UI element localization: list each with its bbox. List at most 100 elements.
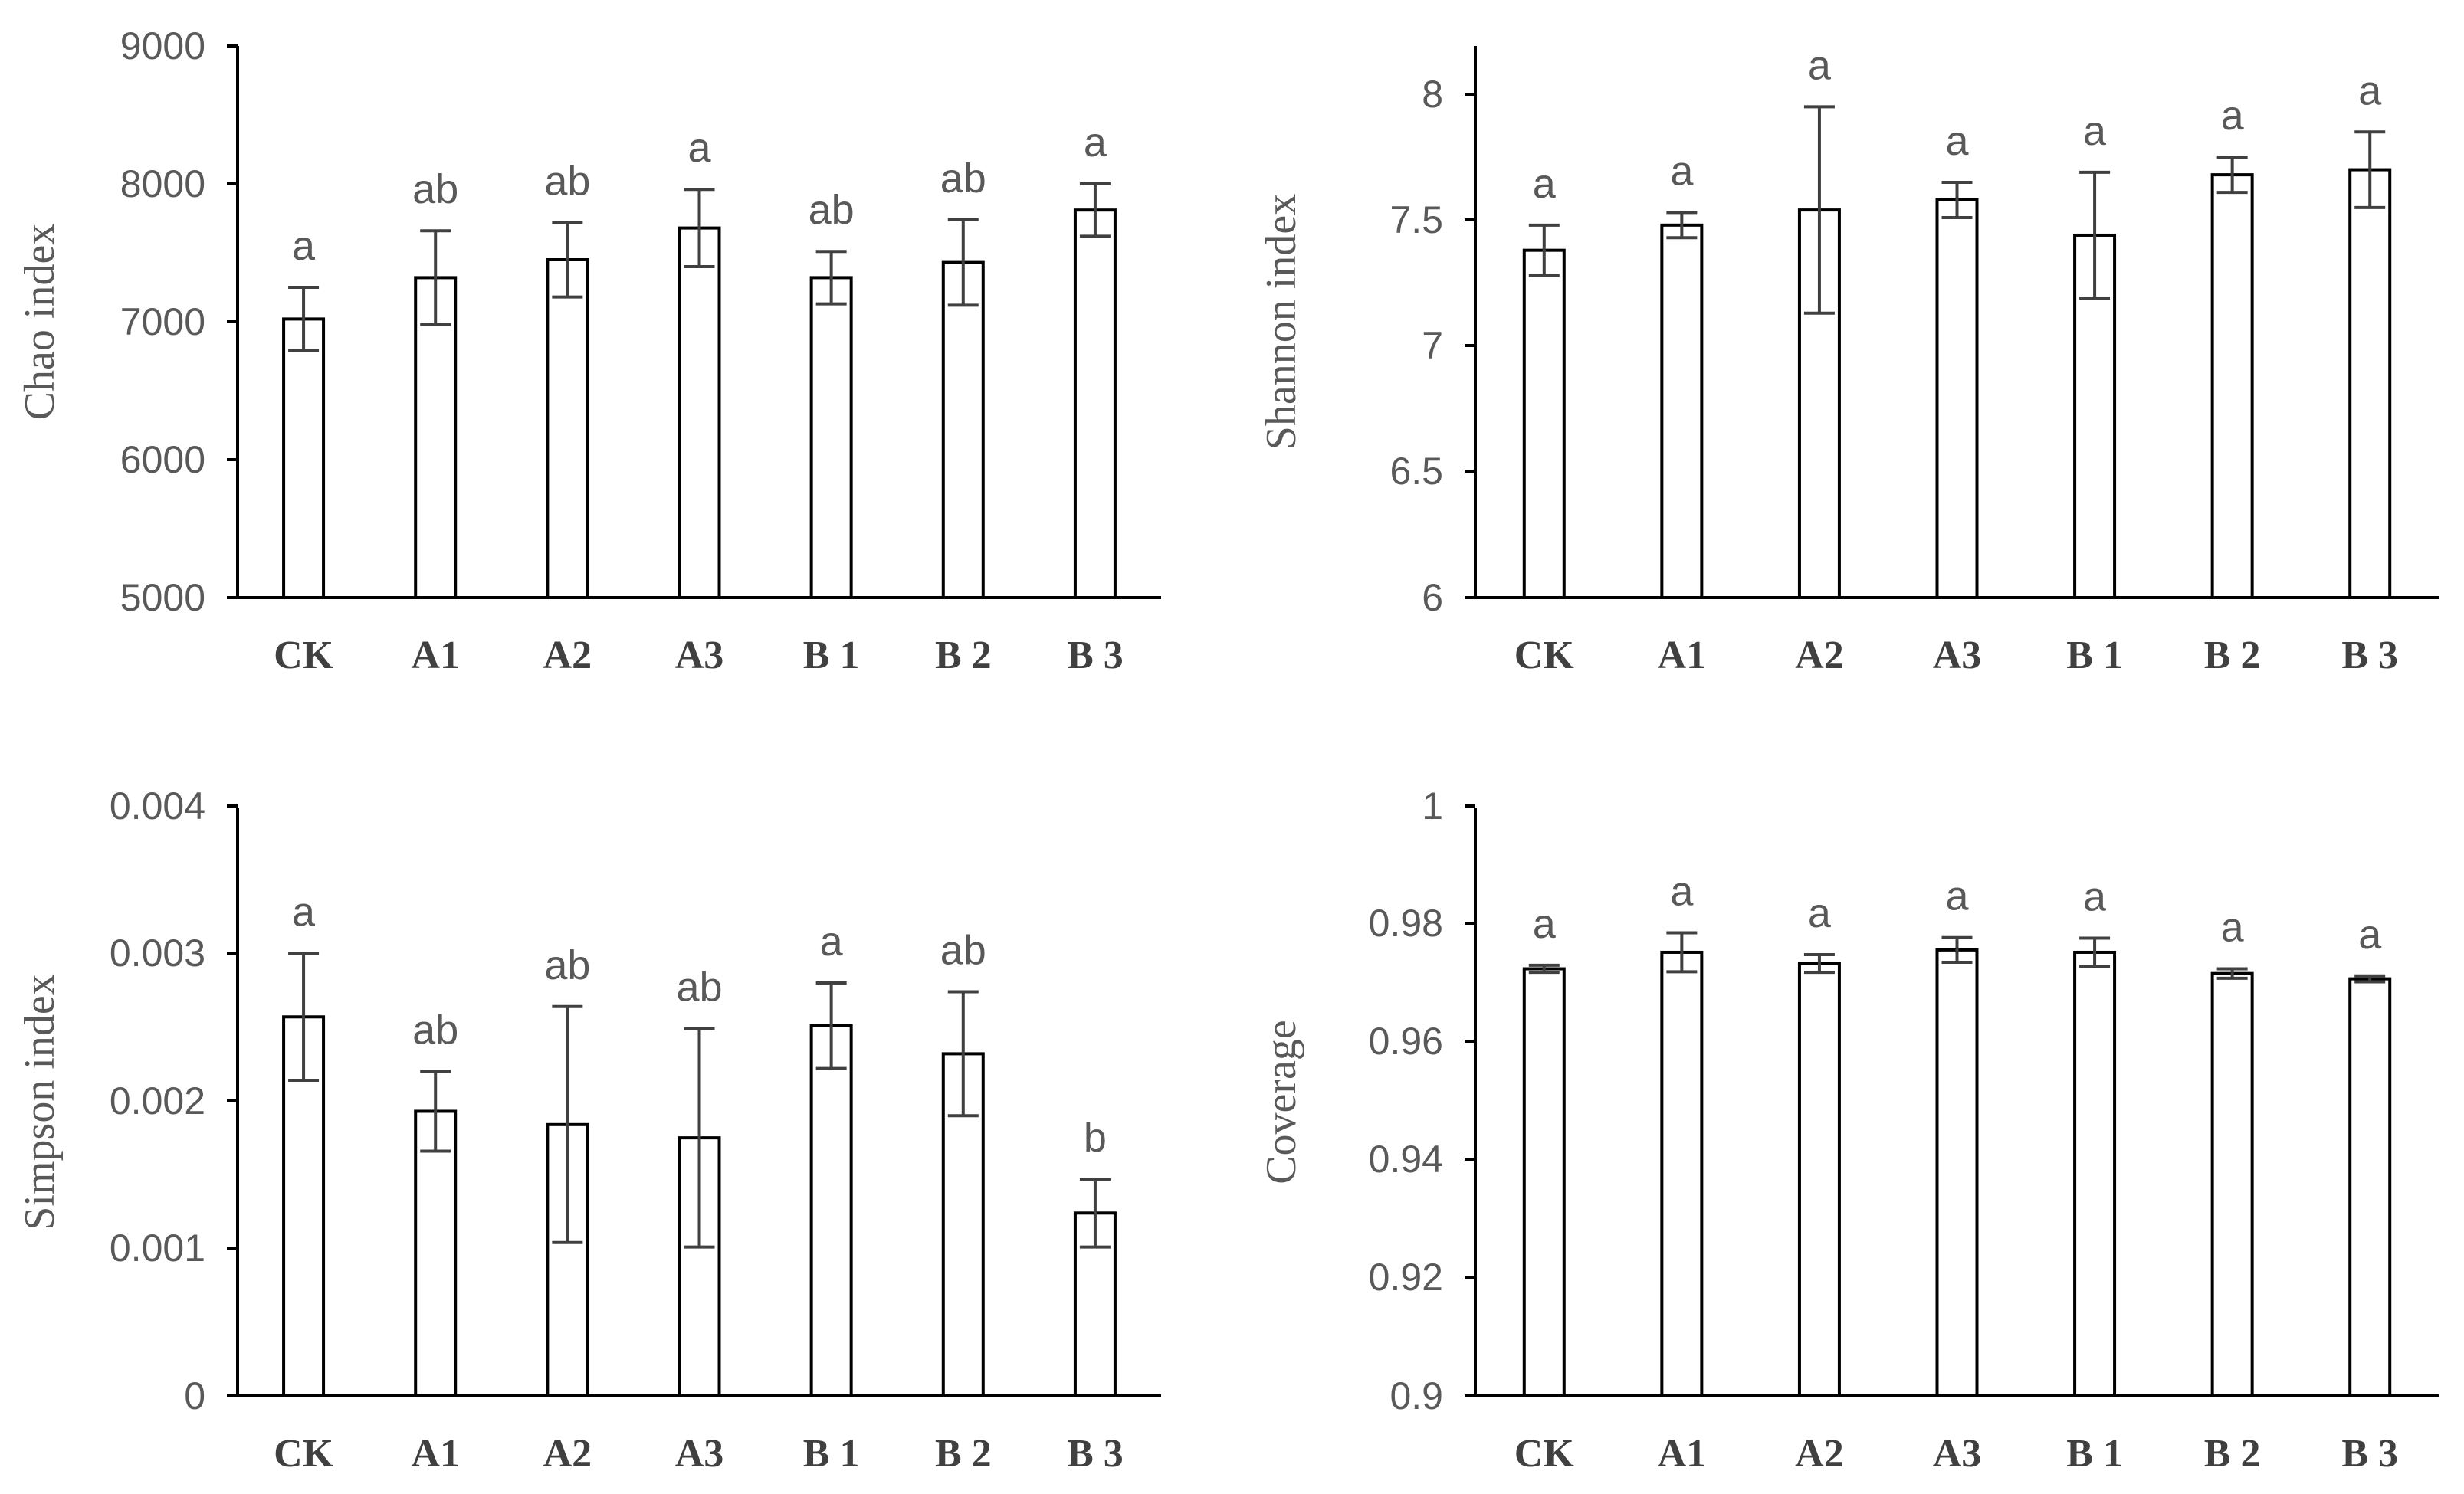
bar bbox=[1935, 948, 1979, 1397]
x-tick-label: B 1 bbox=[2066, 634, 2123, 677]
bar bbox=[2210, 971, 2254, 1398]
significance-letter: ab bbox=[544, 158, 590, 204]
x-tick-label: A1 bbox=[1658, 634, 1707, 677]
y-tick-label: 8000 bbox=[120, 162, 205, 205]
y-tick-label: 0.94 bbox=[1369, 1138, 1443, 1181]
x-tick-label: A3 bbox=[1933, 634, 1982, 677]
x-tick-label: CK bbox=[1514, 1432, 1575, 1476]
bar bbox=[2073, 950, 2117, 1397]
x-tick-label: A2 bbox=[1795, 1432, 1844, 1476]
y-axis-label: Coverage bbox=[1258, 1020, 1305, 1184]
y-tick-label: 6 bbox=[1422, 576, 1443, 619]
y-axis-label: Shannon index bbox=[1258, 194, 1305, 450]
significance-letter: a bbox=[1084, 120, 1107, 165]
y-tick-label: 9000 bbox=[120, 25, 205, 67]
significance-letter: a bbox=[1670, 869, 1694, 915]
y-axis-label: Simpson index bbox=[16, 974, 64, 1230]
y-tick-label: 0.002 bbox=[110, 1080, 205, 1122]
significance-letter: ab bbox=[676, 965, 722, 1011]
x-tick-label: B 2 bbox=[935, 634, 992, 677]
bar bbox=[1660, 950, 1704, 1397]
x-tick-label: CK bbox=[274, 634, 334, 677]
x-tick-label: B 2 bbox=[935, 1432, 992, 1476]
y-tick-label: 1 bbox=[1422, 785, 1443, 827]
bar bbox=[1073, 208, 1117, 599]
x-tick-label: B 3 bbox=[1067, 634, 1124, 677]
significance-letter: a bbox=[1533, 161, 1557, 207]
significance-letter: a bbox=[292, 890, 316, 935]
significance-letter: a bbox=[2358, 67, 2382, 113]
x-tick-label: A3 bbox=[1933, 1432, 1982, 1476]
x-tick-label: A2 bbox=[543, 1432, 592, 1476]
bar bbox=[2348, 977, 2392, 1397]
bar bbox=[941, 260, 985, 599]
y-tick-label: 0.003 bbox=[110, 932, 205, 975]
bar bbox=[809, 276, 853, 599]
y-axis-label: Chao index bbox=[16, 224, 64, 421]
significance-letter: a bbox=[687, 125, 711, 171]
significance-letter: a bbox=[1670, 148, 1694, 194]
bar bbox=[414, 1109, 458, 1397]
y-tick-label: 7 bbox=[1422, 324, 1443, 367]
x-tick-label: B 3 bbox=[2341, 1432, 2398, 1476]
significance-letter: ab bbox=[412, 1007, 458, 1053]
significance-letter: a bbox=[1808, 890, 1832, 936]
y-tick-label: 7000 bbox=[120, 300, 205, 343]
x-tick-label: B 3 bbox=[2341, 634, 2398, 677]
significance-letter: ab bbox=[940, 156, 986, 201]
y-tick-label: 0.98 bbox=[1369, 902, 1443, 945]
bar bbox=[546, 258, 589, 599]
x-tick-label: A1 bbox=[1658, 1432, 1707, 1476]
significance-letter: a bbox=[2083, 108, 2107, 154]
bar bbox=[678, 226, 721, 599]
significance-letter: a bbox=[1945, 873, 1969, 919]
x-tick-label: A3 bbox=[675, 634, 724, 677]
significance-letter: ab bbox=[940, 928, 986, 974]
chart-1: 5000 6000 7000 8000 9000 Chao index a CK ab A1 ab A… bbox=[16, 25, 1161, 677]
significance-letter: a bbox=[1945, 118, 1969, 164]
y-tick-label: 8 bbox=[1422, 73, 1443, 116]
x-tick-label: A3 bbox=[675, 1432, 724, 1476]
y-tick-label: 0.004 bbox=[110, 785, 205, 827]
y-tick-label: 0.9 bbox=[1389, 1374, 1443, 1417]
x-tick-label: A1 bbox=[411, 1432, 460, 1476]
bar bbox=[809, 1024, 853, 1397]
x-tick-label: A2 bbox=[543, 634, 592, 677]
x-tick-label: B 1 bbox=[803, 634, 860, 677]
significance-letter: ab bbox=[412, 166, 458, 212]
significance-letter: a bbox=[1533, 901, 1557, 947]
significance-letter: a bbox=[2358, 912, 2382, 958]
y-tick-label: 5000 bbox=[120, 576, 205, 619]
chart-2: 6 6.5 7 7.5 8 Shannon index a CK a A1 a A2 a A3 a B 1 a B… bbox=[1258, 42, 2439, 677]
x-tick-label: B 3 bbox=[1067, 1432, 1124, 1476]
significance-letter: a bbox=[1808, 42, 1832, 88]
x-tick-label: CK bbox=[274, 1432, 334, 1476]
significance-letter: a bbox=[2221, 905, 2245, 951]
y-tick-label: 0.96 bbox=[1369, 1020, 1443, 1063]
significance-letter: b bbox=[1084, 1115, 1107, 1161]
bar bbox=[1522, 248, 1566, 599]
bar bbox=[282, 317, 326, 599]
y-tick-label: 6.5 bbox=[1389, 450, 1443, 493]
x-tick-label: B 1 bbox=[2066, 1432, 2123, 1476]
y-tick-label: 0.92 bbox=[1369, 1256, 1443, 1299]
chart-4: 0.9 0.92 0.94 0.96 0.98 1 Coverage a CK a A1 a A2 a A3… bbox=[1258, 785, 2439, 1476]
significance-letter: a bbox=[2221, 93, 2245, 139]
x-tick-label: B 2 bbox=[2204, 634, 2261, 677]
significance-letter: ab bbox=[544, 942, 590, 988]
significance-letter: a bbox=[820, 919, 844, 965]
x-tick-label: CK bbox=[1514, 634, 1575, 677]
y-tick-label: 0.001 bbox=[110, 1227, 205, 1270]
bar bbox=[1522, 967, 1566, 1397]
x-tick-label: A2 bbox=[1795, 634, 1844, 677]
y-tick-label: 0 bbox=[184, 1374, 205, 1417]
y-tick-label: 7.5 bbox=[1389, 198, 1443, 241]
bar bbox=[2348, 168, 2392, 600]
significance-letter: a bbox=[2083, 873, 2107, 919]
bar bbox=[1797, 962, 1841, 1397]
x-tick-label: B 1 bbox=[803, 1432, 860, 1476]
bar bbox=[1935, 198, 1979, 600]
bar bbox=[2210, 173, 2254, 599]
